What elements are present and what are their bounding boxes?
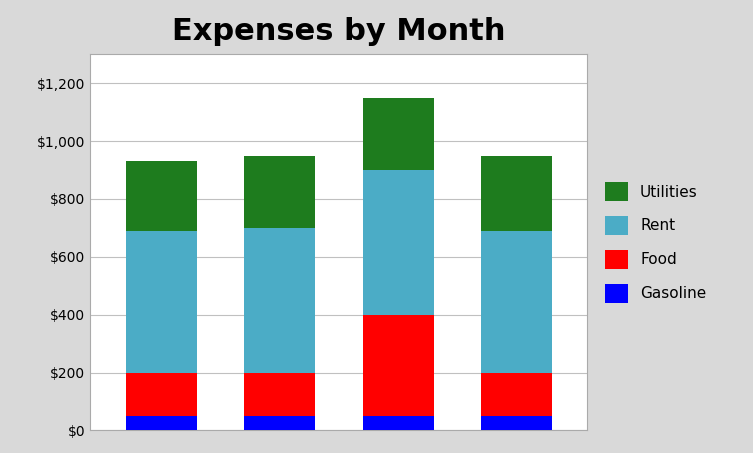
Bar [244, 416, 316, 430]
Bar [244, 372, 316, 416]
Bar [244, 155, 316, 228]
Bar [126, 161, 197, 231]
Bar [362, 416, 434, 430]
Bar [126, 372, 197, 416]
Title: Expenses by Month: Expenses by Month [172, 18, 505, 47]
Bar [481, 231, 552, 372]
Bar [126, 416, 197, 430]
Bar [362, 98, 434, 170]
Bar [481, 155, 552, 231]
Legend: Utilities, Rent, Food, Gasoline: Utilities, Rent, Food, Gasoline [605, 182, 706, 303]
Bar [126, 231, 197, 372]
Bar [481, 416, 552, 430]
Bar [362, 170, 434, 315]
Bar [244, 228, 316, 372]
Bar [362, 315, 434, 416]
Bar [481, 372, 552, 416]
